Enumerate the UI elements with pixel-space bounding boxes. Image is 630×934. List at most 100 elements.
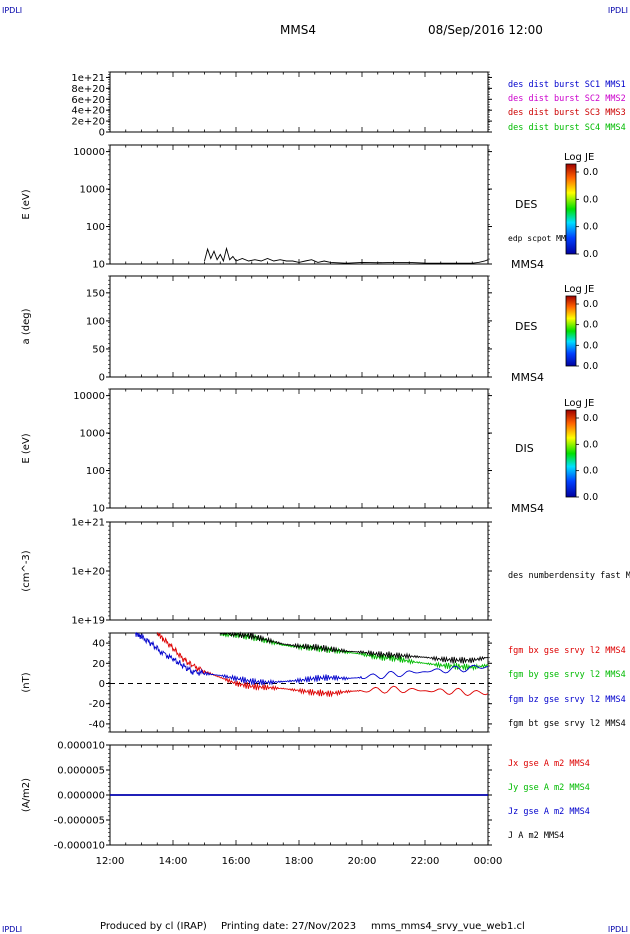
y-tick-label: -0.000005 (54, 816, 105, 827)
panel-current: 0.000010 0.000005 0.000000 -0.000005 -0.0000… (21, 741, 590, 852)
panel-frame (109, 144, 489, 265)
spacecraft-title: MMS4 (280, 23, 316, 37)
series-line-edp-scpot-mms4 (204, 246, 489, 264)
y-tick-label: 50 (92, 344, 105, 355)
legend-entry: des dist burst SC4 MMS4 (508, 123, 626, 133)
y-axis-label: a (deg) (21, 308, 32, 344)
panel-des-energy: 10000 1000 100 10 E (eV) DES edp scpot MMS4 MMS… (21, 144, 598, 271)
overlay-label: edp scpot MMS4 (508, 234, 576, 243)
y-axis-label: (nT) (21, 672, 32, 692)
colorbar-tick-label: 0.0 (583, 413, 598, 424)
panel-frame (109, 521, 489, 621)
colorbar-tick-label: 0.0 (583, 249, 598, 260)
legend-entry: Jy gse A m2 MMS4 (508, 783, 590, 793)
y-axis-label: (A/m2) (21, 778, 32, 812)
y-axis-label: E (eV) (21, 189, 32, 219)
legend-entry: J A m2 MMS4 (508, 831, 564, 841)
legend-entry: des numberdensity fast M (508, 571, 630, 581)
colorbar: Log JE 0.0 0.0 0.0 0.0 (564, 284, 598, 372)
y-tick-label: 4e+20 (71, 106, 105, 117)
footer-produced-by: Produced by cl (IRAP) (100, 921, 207, 932)
instrument-label: DIS (515, 442, 534, 455)
datetime-title: 08/Sep/2016 12:00 (428, 23, 543, 37)
legend-entry: des dist burst SC2 MMS2 (508, 94, 626, 104)
colorbar-tick-label: 0.0 (583, 222, 598, 233)
series-line-fgm-bt-gse-srvy-l2-mms4 (220, 631, 489, 664)
spacecraft-label: MMS4 (511, 258, 544, 271)
y-tick-label: 100 (86, 316, 105, 327)
y-tick-label: 0.000005 (57, 766, 105, 777)
colorbar-title: Log JE (564, 398, 594, 409)
time-tick-label: 14:00 (159, 856, 188, 867)
colorbar-title: Log JE (564, 152, 594, 163)
y-tick-label: 8e+20 (71, 84, 105, 95)
panel-frame (109, 71, 489, 133)
colorbar-title: Log JE (564, 284, 594, 295)
y-tick-label: 0 (99, 679, 105, 690)
instrument-label: DES (515, 320, 537, 333)
time-axis: 12:00 14:00 16:00 18:00 20:00 22:00 00:00 (96, 856, 503, 867)
footer-file-name: mms_mms4_srvy_vue_web1.cl (371, 921, 525, 932)
colorbar-tick-label: 0.0 (583, 167, 598, 178)
spacecraft-label: MMS4 (511, 502, 544, 515)
y-tick-label: 10 (92, 504, 105, 515)
legend-entry: fgm by gse srvy l2 MMS4 (508, 670, 626, 680)
y-tick-label: 150 (86, 288, 105, 299)
y-tick-label: 1e+20 (71, 567, 105, 578)
y-tick-label: 2e+20 (71, 117, 105, 128)
colorbar-tick-label: 0.0 (583, 361, 598, 372)
legend-entry: Jx gse A m2 MMS4 (508, 759, 590, 769)
time-tick-label: 18:00 (285, 856, 314, 867)
colorbar-tick-label: 0.0 (583, 320, 598, 331)
colorbar-tick-label: 0.0 (583, 340, 598, 351)
y-tick-label: 10 (92, 260, 105, 271)
corner-label-top-left: IPDLI (2, 6, 22, 15)
time-tick-label: 20:00 (348, 856, 377, 867)
legend-entry: fgm bz gse srvy l2 MMS4 (508, 695, 626, 705)
y-tick-label: 1e+21 (71, 73, 105, 84)
colorbar-tick-label: 0.0 (583, 194, 598, 205)
instrument-label: DES (515, 198, 537, 211)
y-tick-label: 1000 (80, 429, 105, 440)
y-tick-label: 40 (92, 639, 105, 650)
y-tick-label: 1e+21 (71, 518, 105, 529)
corner-label-top-right: IPDLI (608, 6, 628, 15)
panel-dis-energy: 10000 1000 100 10 E (eV) DIS MMS4 Log JE 0.0 0.0 0… (21, 388, 598, 515)
y-tick-label: 0 (99, 128, 105, 139)
y-tick-label: 10000 (73, 391, 105, 402)
series-line-fgm-bz-gse-srvy-l2-mms4 (135, 631, 489, 687)
colorbar-tick-label: 0.0 (583, 492, 598, 503)
legend-entry: fgm bt gse srvy l2 MMS4 (508, 719, 626, 729)
y-axis-label: E (eV) (21, 433, 32, 463)
time-tick-label: 12:00 (96, 856, 125, 867)
colorbar-scale (565, 409, 577, 498)
y-axis-label: (cm^-3) (21, 550, 32, 591)
panel-density: 1e+21 1e+20 1e+19 (cm^-3) des numberdensity … (21, 518, 630, 627)
spacecraft-label: MMS4 (511, 371, 544, 384)
colorbar-scale (565, 295, 577, 367)
y-tick-label: 1e+19 (71, 616, 105, 627)
y-tick-label: 1000 (80, 185, 105, 196)
y-tick-label: 0.000000 (57, 791, 105, 802)
panel-frame (109, 388, 489, 509)
y-tick-label: 100 (86, 222, 105, 233)
corner-label-bottom-left: IPDLI (2, 925, 22, 934)
colorbar: Log JE 0.0 0.0 0.0 0.0 (564, 152, 598, 260)
y-tick-label: -0.000010 (54, 841, 105, 852)
legend-entry: fgm bx gse srvy l2 MMS4 (508, 646, 626, 656)
footer-printing-date: Printing date: 27/Nov/2023 (221, 921, 356, 932)
colorbar: Log JE 0.0 0.0 0.0 0.0 (564, 398, 598, 503)
time-tick-label: 00:00 (474, 856, 503, 867)
legend-entry: Jz gse A m2 MMS4 (508, 807, 590, 817)
y-tick-label: -20 (89, 699, 105, 710)
y-tick-label: -40 (89, 719, 105, 730)
time-tick-label: 16:00 (222, 856, 251, 867)
colorbar-scale (565, 163, 577, 255)
corner-label-bottom-right: IPDLI (608, 925, 628, 934)
y-tick-label: 100 (86, 466, 105, 477)
panel-frame (109, 275, 489, 378)
y-tick-label: 10000 (73, 147, 105, 158)
colorbar-tick-label: 0.0 (583, 466, 598, 477)
